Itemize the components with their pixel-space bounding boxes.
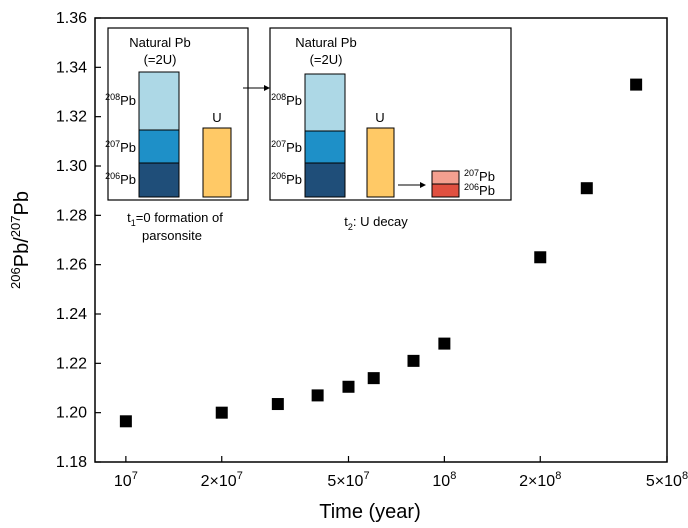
inset-decay-pb207-bar bbox=[431, 170, 460, 185]
inset-decay-pb206-label: 206Pb bbox=[464, 182, 495, 198]
data-point bbox=[311, 389, 324, 402]
inset-right-pb206-label: 206Pb bbox=[271, 171, 302, 187]
inset-left-u-label: U bbox=[212, 110, 221, 125]
x-axis: 107 2×107 5×107 108 2×108 5×108 bbox=[114, 456, 688, 490]
inset-left-title-2: (=2U) bbox=[144, 52, 177, 67]
x-axis-title: Time (year) bbox=[319, 501, 420, 523]
inset-left-pb206-bar bbox=[138, 162, 180, 198]
x-tick-label: 108 bbox=[432, 470, 456, 490]
data-point bbox=[215, 406, 228, 419]
y-tick-label: 1.22 bbox=[56, 355, 87, 372]
y-tick-label: 1.32 bbox=[56, 109, 87, 126]
y-tick-label: 1.34 bbox=[56, 59, 87, 76]
inset-left-u-bar bbox=[202, 127, 232, 198]
inset-left-caption-2: parsonsite bbox=[142, 228, 202, 243]
data-point bbox=[630, 78, 643, 91]
y-tick-label: 1.18 bbox=[56, 454, 87, 471]
inset-transition-arrow bbox=[243, 85, 270, 91]
inset-left-panel: Natural Pb (=2U) U 208Pb 207Pb 206Pb t1=… bbox=[105, 27, 249, 243]
y-tick-label: 1.26 bbox=[56, 257, 87, 274]
data-point bbox=[534, 251, 547, 264]
inset-right-pb208-bar bbox=[304, 73, 346, 132]
x-tick-label: 2×107 bbox=[201, 470, 243, 490]
y-tick-label: 1.36 bbox=[56, 10, 87, 27]
data-point bbox=[367, 372, 380, 385]
inset-right-pb207-bar bbox=[304, 130, 346, 164]
inset-decay-pb207-label: 207Pb bbox=[464, 168, 495, 184]
inset-right-panel: Natural Pb (=2U) U 208Pb 207Pb 206Pb 207… bbox=[269, 27, 512, 232]
inset-right-pb207-label: 207Pb bbox=[271, 139, 302, 155]
inset-left-title-1: Natural Pb bbox=[129, 35, 190, 50]
inset-left-pb208-label: 208Pb bbox=[105, 92, 136, 108]
data-point bbox=[407, 354, 420, 367]
inset-right-title-1: Natural Pb bbox=[295, 35, 356, 50]
data-point bbox=[438, 337, 451, 350]
y-axis-title: 206Pb/207Pb bbox=[8, 191, 33, 289]
x-tick-label: 5×107 bbox=[327, 470, 369, 490]
y-tick-label: 1.20 bbox=[56, 405, 87, 422]
x-tick-label: 107 bbox=[114, 470, 138, 490]
x-tick-label: 5×108 bbox=[646, 470, 688, 490]
data-point bbox=[580, 182, 593, 195]
inset-right-pb208-label: 208Pb bbox=[271, 92, 302, 108]
inset-left-pb207-label: 207Pb bbox=[105, 139, 136, 155]
inset-right-title-2: (=2U) bbox=[310, 52, 343, 67]
data-points bbox=[119, 78, 643, 428]
y-tick-label: 1.30 bbox=[56, 158, 87, 175]
y-axis: 1.18 1.20 1.22 1.24 1.26 1.28 1.30 1.32 1.34 1.36 bbox=[56, 10, 101, 471]
inset-left-pb207-bar bbox=[138, 129, 180, 164]
x-tick-label: 2×108 bbox=[519, 470, 561, 490]
inset-right-u-bar bbox=[366, 127, 395, 198]
inset-left-pb206-label: 206Pb bbox=[105, 171, 136, 187]
y-tick-label: 1.24 bbox=[56, 306, 87, 323]
plot-frame bbox=[94, 17, 668, 463]
inset-decay-pb206-bar bbox=[431, 183, 460, 198]
inset-left-pb208-bar bbox=[138, 71, 180, 131]
y-tick-label: 1.28 bbox=[56, 207, 87, 224]
data-point bbox=[119, 415, 132, 428]
inset-right-pb206-bar bbox=[304, 162, 346, 198]
data-point bbox=[342, 380, 355, 393]
inset-left-caption-1: t1=0 formation of bbox=[127, 210, 223, 228]
inset-decay-arrow-head bbox=[420, 182, 426, 188]
inset-right-u-label: U bbox=[375, 110, 384, 125]
data-point bbox=[271, 398, 284, 411]
inset-right-caption: t2: U decay bbox=[344, 214, 408, 232]
